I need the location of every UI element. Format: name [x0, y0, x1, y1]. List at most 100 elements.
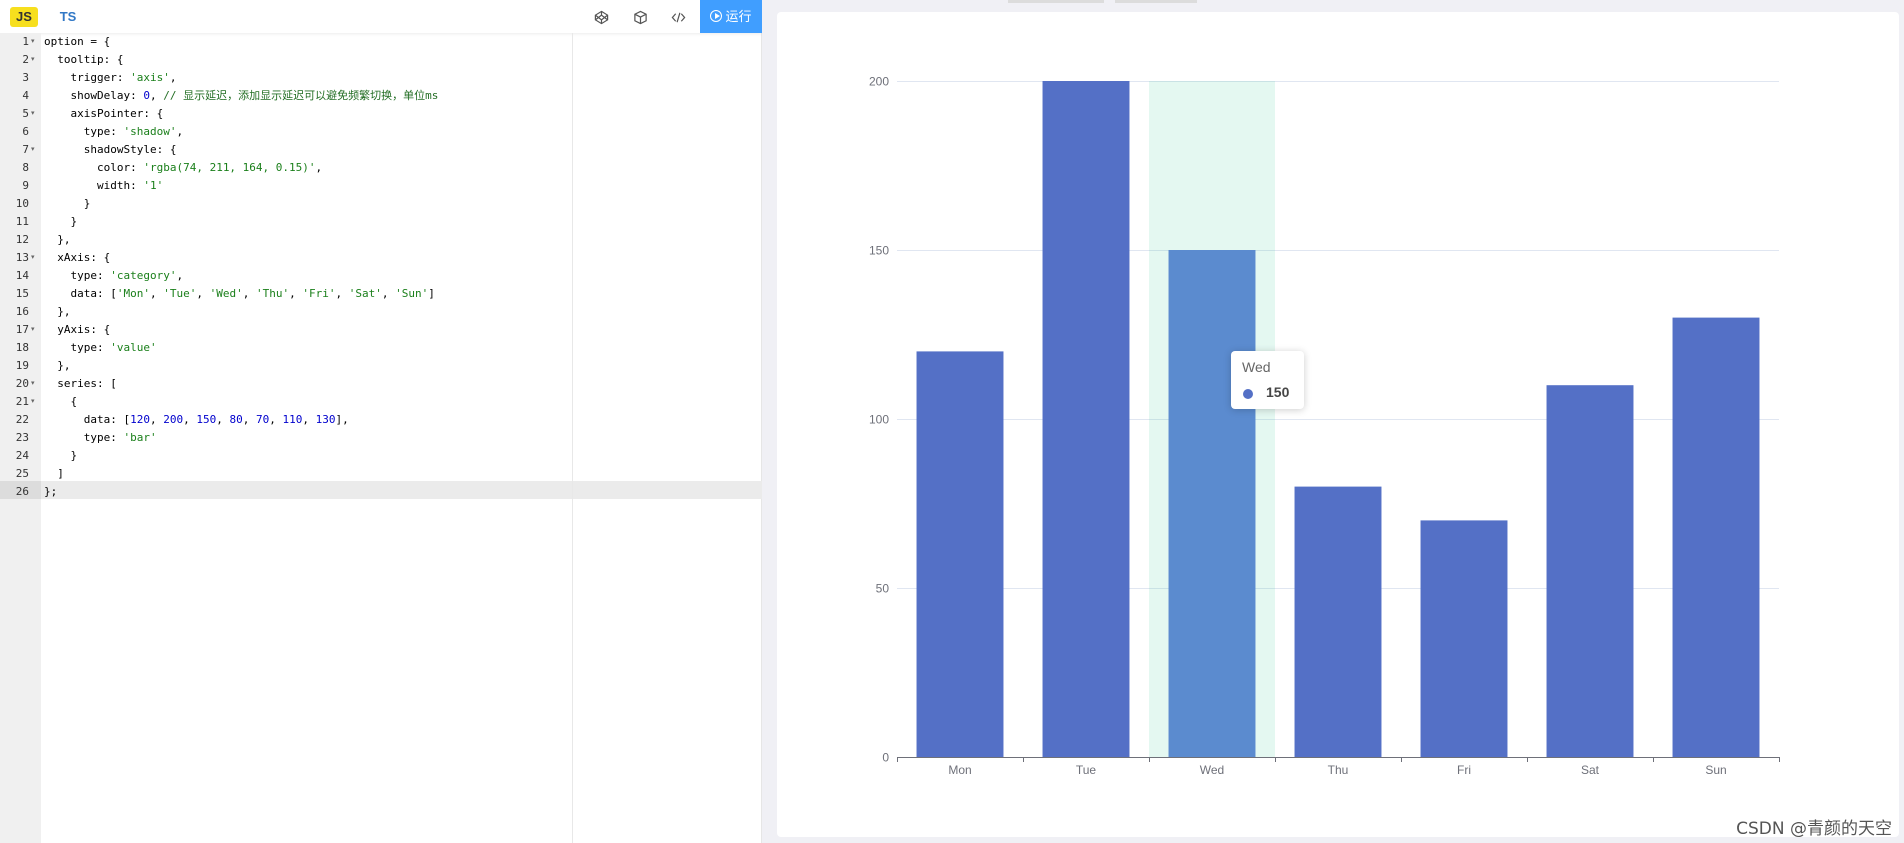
tooltip-title: Wed [1242, 359, 1271, 375]
code-text: type: 'bar' [44, 431, 157, 444]
code-text: yAxis: { [44, 323, 111, 336]
code-text: }, [44, 233, 71, 246]
line-number: 11 [15, 215, 29, 228]
fold-toggle-icon[interactable]: ▾ [31, 254, 35, 261]
x-tick-label: Fri [1457, 763, 1471, 777]
code-line[interactable]: 5 ▾ axisPointer: { [0, 105, 762, 123]
code-line[interactable]: 13 ▾ xAxis: { [0, 249, 762, 267]
code-icon[interactable] [663, 6, 693, 28]
fold-toggle-icon[interactable]: ▾ [31, 146, 35, 153]
watermark: CSDN @青颜的天空 [1736, 819, 1892, 839]
code-line[interactable]: 24 } [0, 447, 762, 465]
tooltip-value: 150 [1266, 384, 1290, 400]
code-line[interactable]: 1 ▾ option = { [0, 33, 762, 51]
code-line[interactable]: 18 type: 'value' [0, 339, 762, 357]
fold-toggle-icon[interactable]: ▾ [31, 326, 35, 333]
code-line[interactable]: 9 width: '1' [0, 177, 762, 195]
bar-mon[interactable] [916, 351, 1004, 757]
fold-toggle-icon[interactable]: ▾ [31, 110, 35, 117]
y-tick-label: 200 [869, 75, 889, 89]
line-number: 4 [22, 89, 29, 102]
run-button[interactable]: 运行 [700, 0, 762, 33]
line-number: 19 [15, 359, 29, 372]
y-tick-label: 100 [869, 413, 889, 427]
code-line[interactable]: 6 type: 'shadow', [0, 123, 762, 141]
play-icon [710, 10, 723, 22]
code-line[interactable]: 17 ▾ yAxis: { [0, 321, 762, 339]
code-text: } [44, 449, 78, 462]
line-number: 24 [15, 449, 29, 462]
editor-toolbar: JS TS 运行 [0, 0, 762, 33]
y-tick-label: 0 [882, 751, 889, 765]
code-line[interactable]: 26}; [0, 483, 762, 501]
y-tick-label: 150 [869, 244, 889, 258]
code-line[interactable]: 11 } [0, 213, 762, 231]
code-line[interactable]: 7 ▾ shadowStyle: { [0, 141, 762, 159]
line-number: 15 [15, 287, 29, 300]
code-text: series: [ [44, 377, 117, 390]
code-line[interactable]: 3 trigger: 'axis', [0, 69, 762, 87]
code-text: type: 'value' [44, 341, 157, 354]
code-text: axisPointer: { [44, 107, 164, 120]
code-line[interactable]: 10 } [0, 195, 762, 213]
code-text: type: 'shadow', [44, 125, 184, 138]
code-line[interactable]: 12 }, [0, 231, 762, 249]
code-line[interactable]: 15 data: ['Mon', 'Tue', 'Wed', 'Thu', 'F… [0, 285, 762, 303]
code-line[interactable]: 14 type: 'category', [0, 267, 762, 285]
code-text: { [44, 395, 78, 408]
code-text: width: '1' [44, 179, 164, 192]
fold-toggle-icon[interactable]: ▾ [31, 38, 35, 45]
line-number: 1 [22, 35, 29, 48]
code-text: trigger: 'axis', [44, 71, 177, 84]
code-text: type: 'category', [44, 269, 184, 282]
code-text: xAxis: { [44, 251, 111, 264]
tab-ts[interactable]: TS [59, 9, 77, 24]
code-line[interactable]: 25 ] [0, 465, 762, 483]
bar-thu[interactable] [1294, 486, 1382, 757]
code-line[interactable]: 20 ▾ series: [ [0, 375, 762, 393]
run-button-label: 运行 [725, 9, 752, 24]
line-number: 9 [22, 179, 29, 192]
x-tick-label: Sun [1705, 763, 1726, 777]
code-line[interactable]: 8 color: 'rgba(74, 211, 164, 0.15)', [0, 159, 762, 177]
bar-sat[interactable] [1546, 385, 1634, 757]
code-text: } [44, 215, 78, 228]
bar-fri[interactable] [1420, 520, 1508, 757]
codepen-icon[interactable] [586, 6, 616, 28]
code-line[interactable]: 23 type: 'bar' [0, 429, 762, 447]
line-number: 23 [15, 431, 29, 444]
line-number: 12 [15, 233, 29, 246]
code-line[interactable]: 22 data: [120, 200, 150, 80, 70, 110, 13… [0, 411, 762, 429]
fold-toggle-icon[interactable]: ▾ [31, 56, 35, 63]
code-line[interactable]: 21 ▾ { [0, 393, 762, 411]
line-number: 25 [15, 467, 29, 480]
x-tick-label: Thu [1328, 763, 1349, 777]
line-number: 14 [15, 269, 29, 282]
line-number: 20 [15, 377, 29, 390]
code-line[interactable]: 19 }, [0, 357, 762, 375]
code-text: option = { [44, 35, 111, 48]
box-icon[interactable] [625, 6, 655, 28]
x-tick-label: Tue [1076, 763, 1097, 777]
line-number: 10 [15, 197, 29, 210]
fold-toggle-icon[interactable]: ▾ [31, 380, 35, 387]
line-number: 5 [22, 107, 29, 120]
line-number: 26 [15, 485, 29, 498]
fold-toggle-icon[interactable]: ▾ [31, 398, 35, 405]
line-number: 13 [15, 251, 29, 264]
tab-js[interactable]: JS [10, 7, 38, 27]
x-tick-label: Wed [1200, 763, 1224, 777]
code-line[interactable]: 4 showDelay: 0, // 显示延迟，添加显示延迟可以避免频繁切换，单… [0, 87, 762, 105]
code-text: }, [44, 359, 71, 372]
print-margin [572, 33, 573, 843]
line-number: 21 [15, 395, 29, 408]
bar-sun[interactable] [1672, 317, 1760, 757]
code-line[interactable]: 2 ▾ tooltip: { [0, 51, 762, 69]
bar-wed[interactable] [1168, 250, 1256, 757]
preview-tab-indicator [1115, 0, 1197, 3]
x-tick-label: Sat [1581, 763, 1600, 777]
code-line[interactable]: 16 }, [0, 303, 762, 321]
bar-tue[interactable] [1042, 81, 1130, 757]
